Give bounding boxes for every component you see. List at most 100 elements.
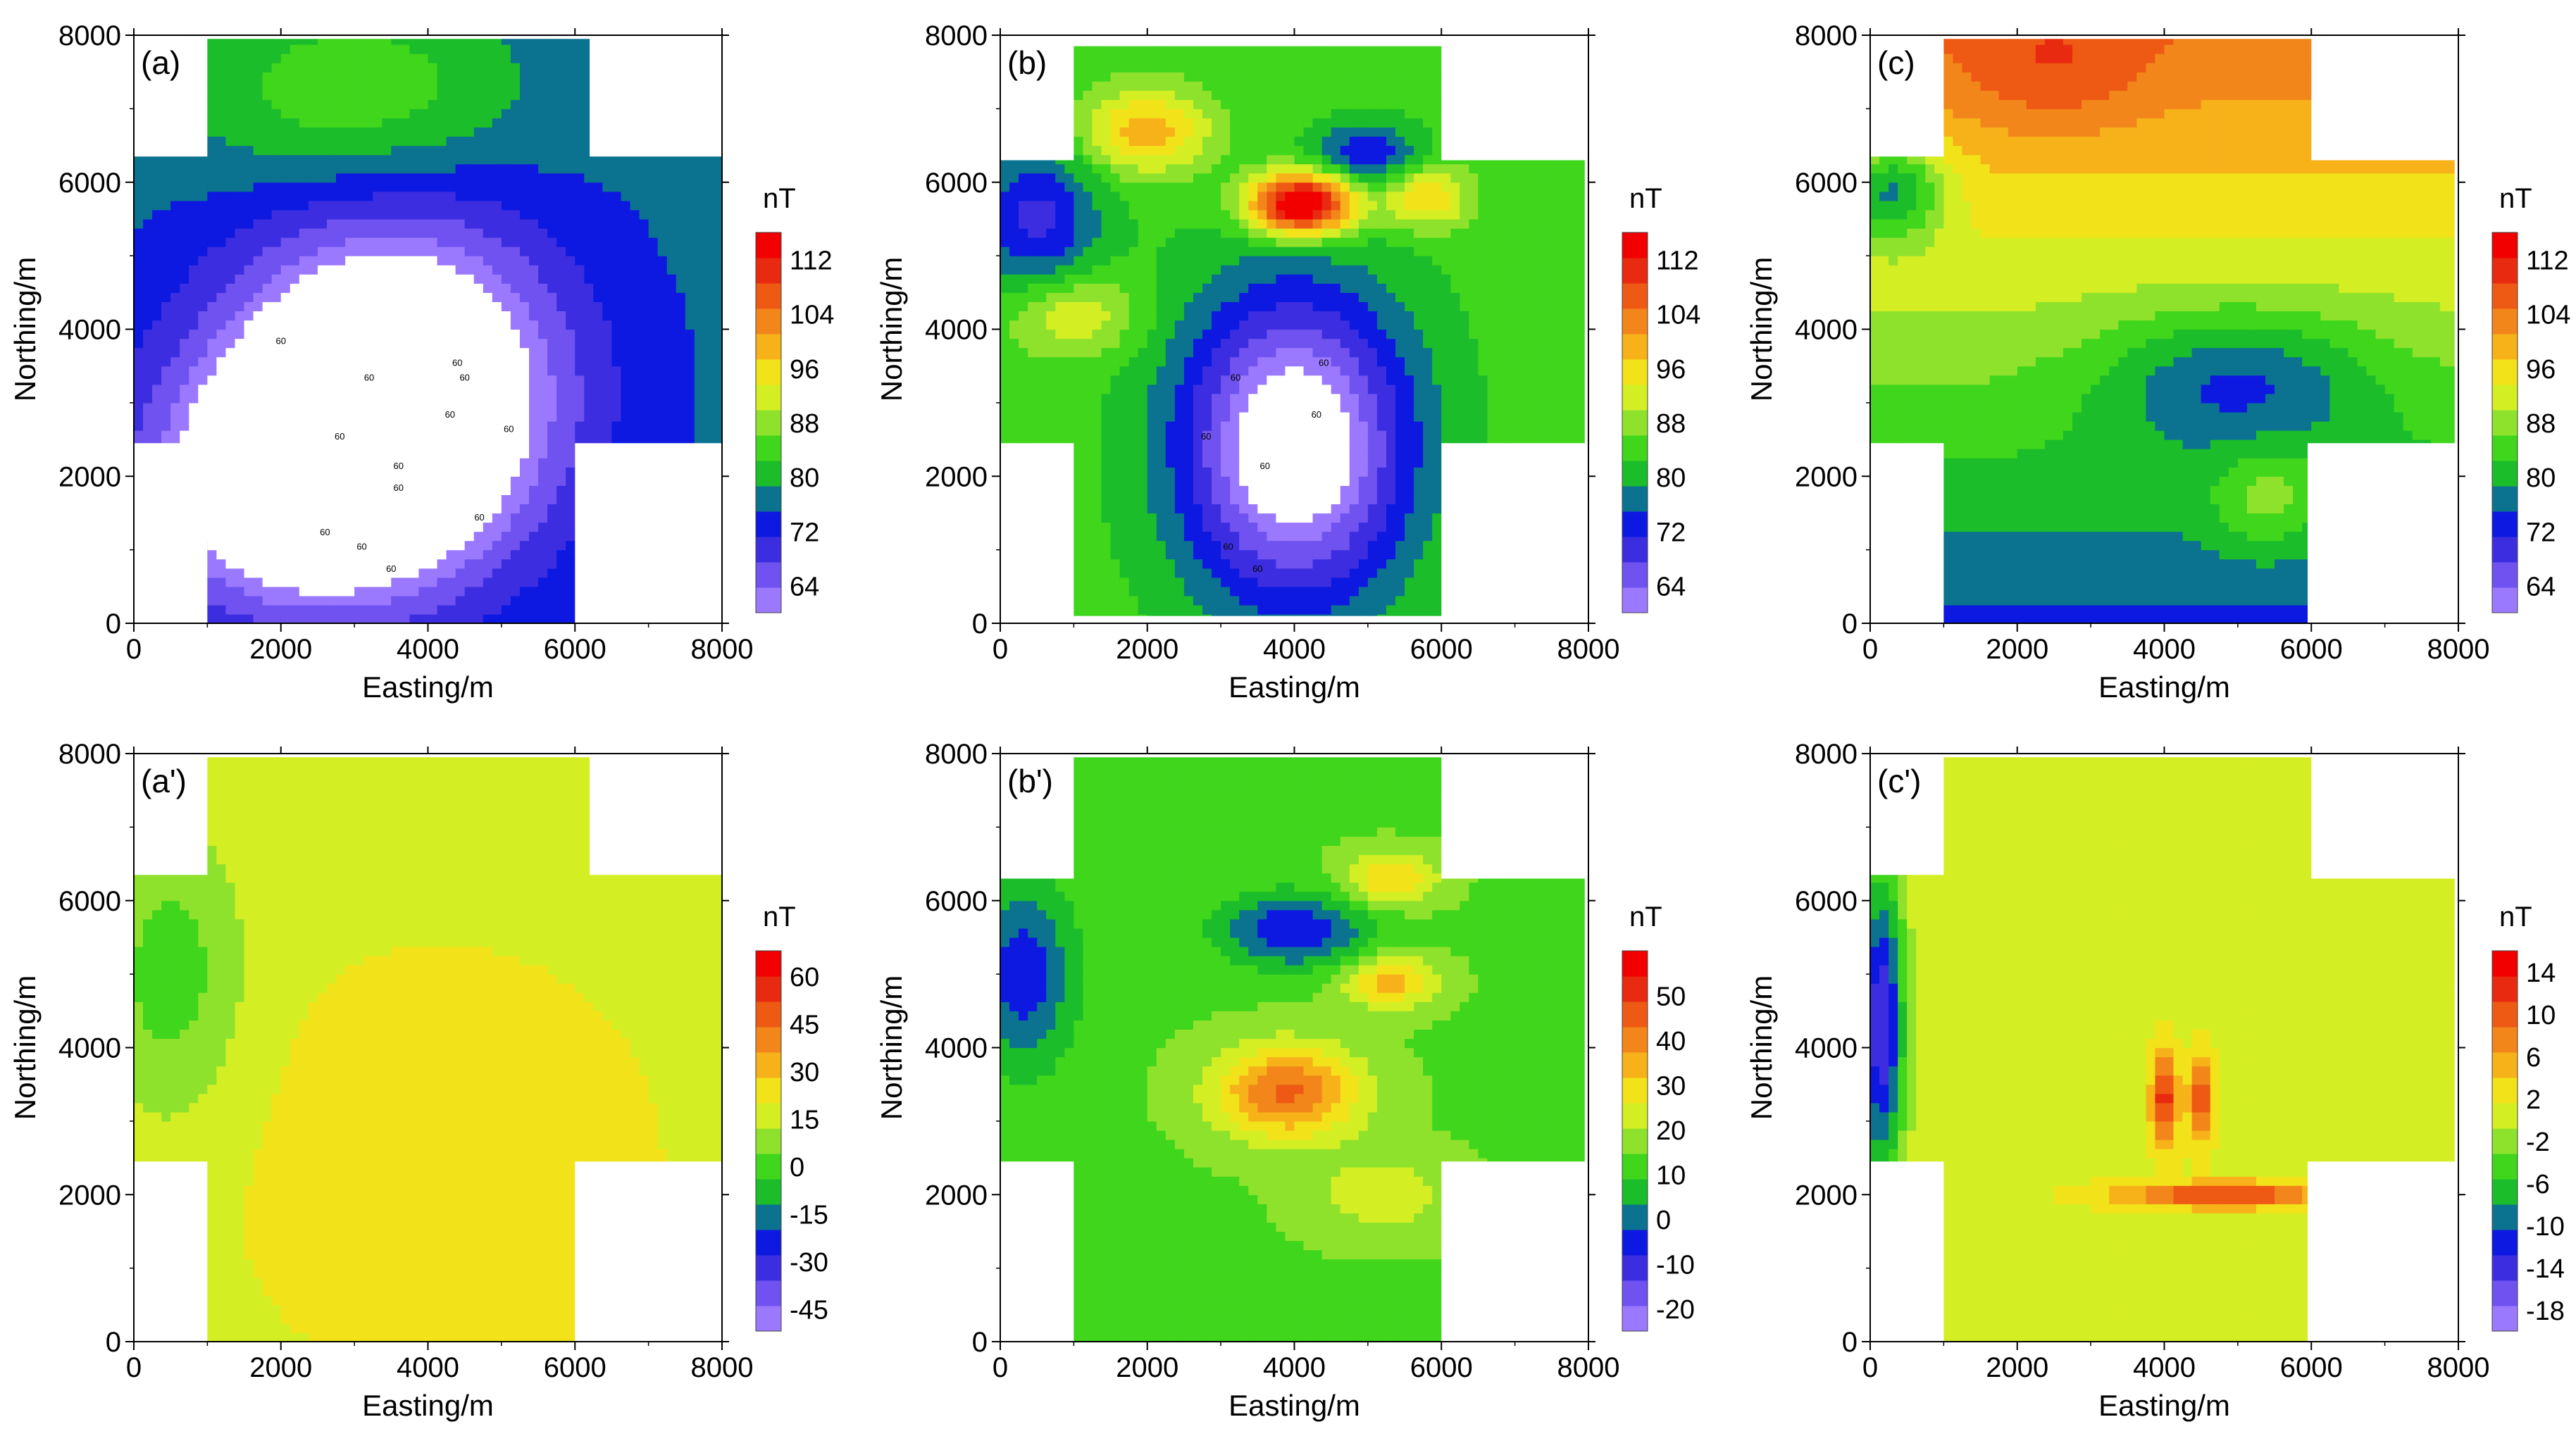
map-cell xyxy=(1064,191,1074,201)
map-cell xyxy=(1074,46,1084,54)
map-cell xyxy=(575,476,585,486)
map-cell xyxy=(666,182,677,192)
map-cell xyxy=(216,118,227,128)
map-cell xyxy=(685,485,695,495)
map-cell xyxy=(446,81,456,91)
map-cell xyxy=(235,99,245,109)
map-cell xyxy=(501,63,511,73)
map-cell xyxy=(180,54,189,63)
map-cell xyxy=(170,356,180,367)
map-cell xyxy=(694,301,704,312)
map-cell xyxy=(566,476,575,486)
map-cell xyxy=(657,366,668,376)
map-cell xyxy=(630,402,640,413)
map-cell xyxy=(152,411,162,422)
map-cell xyxy=(666,81,677,91)
map-cell xyxy=(437,301,447,312)
map-cell xyxy=(648,145,659,156)
map-cell xyxy=(317,311,328,321)
map-cell xyxy=(244,540,254,551)
map-cell xyxy=(262,531,273,542)
map-cell xyxy=(382,246,392,256)
map-cell xyxy=(566,54,575,63)
map-cell xyxy=(409,218,420,229)
map-cell xyxy=(225,256,236,266)
map-cell xyxy=(345,182,355,192)
map-cell xyxy=(1092,504,1102,514)
map-cell xyxy=(1074,145,1084,156)
map-cell xyxy=(170,90,180,100)
map-cell xyxy=(198,237,208,247)
map-cell xyxy=(464,301,475,312)
map-cell xyxy=(648,595,659,606)
map-cell xyxy=(593,237,603,247)
map-cell xyxy=(225,227,236,238)
map-cell xyxy=(712,39,722,45)
map-cell xyxy=(538,449,548,458)
map-cell xyxy=(1028,485,1038,495)
map-cell xyxy=(253,145,263,156)
map-cell xyxy=(317,329,328,339)
map-cell xyxy=(207,604,218,615)
map-cell xyxy=(648,329,659,339)
map-cell xyxy=(400,274,411,284)
map-cell xyxy=(1037,81,1047,91)
map-cell xyxy=(519,237,530,247)
map-cell xyxy=(584,145,594,156)
map-cell xyxy=(483,558,493,569)
map-cell xyxy=(630,595,640,606)
map-cell xyxy=(235,256,245,266)
map-cell xyxy=(703,577,714,587)
map-cell xyxy=(455,44,466,54)
map-cell xyxy=(363,99,373,109)
map-cell xyxy=(712,366,722,376)
map-cell xyxy=(253,513,263,523)
map-cell xyxy=(152,568,162,578)
map-cell xyxy=(382,494,392,504)
map-cell xyxy=(648,274,659,284)
map-cell xyxy=(262,200,273,211)
map-cell xyxy=(308,384,318,394)
map-cell xyxy=(483,568,493,578)
map-cell xyxy=(1064,108,1074,119)
map-cell xyxy=(676,540,686,551)
map-cell xyxy=(538,458,548,468)
map-cell xyxy=(1019,402,1028,413)
map-cell xyxy=(501,81,511,91)
map-cell xyxy=(391,384,401,394)
map-cell xyxy=(198,613,208,623)
map-cell xyxy=(418,191,429,201)
map-cell xyxy=(1083,90,1093,100)
map-cell xyxy=(271,558,282,569)
map-cell xyxy=(492,99,502,109)
map-cell xyxy=(1019,311,1028,321)
contour-label: 60 xyxy=(335,431,344,442)
map-cell xyxy=(519,595,530,606)
map-cell xyxy=(170,209,180,220)
map-cell xyxy=(225,311,236,321)
map-cell xyxy=(373,191,382,201)
map-cell xyxy=(216,420,227,431)
map-cell xyxy=(1092,283,1102,293)
map-cell xyxy=(446,108,456,119)
map-cell xyxy=(143,292,153,302)
map-cell xyxy=(207,81,218,91)
map-cell xyxy=(464,513,475,523)
map-cell xyxy=(584,402,594,413)
map-cell xyxy=(529,485,539,495)
map-cell xyxy=(464,154,475,165)
map-cell xyxy=(354,420,364,431)
map-cell xyxy=(262,449,273,458)
map-cell xyxy=(584,265,594,275)
map-cell xyxy=(143,384,153,394)
map-cell xyxy=(685,458,695,468)
map-cell xyxy=(1028,420,1038,431)
map-cell xyxy=(1092,320,1102,330)
map-cell xyxy=(1055,227,1065,238)
map-cell xyxy=(446,522,456,532)
map-cell xyxy=(611,237,622,247)
map-cell xyxy=(676,320,686,330)
map-cell xyxy=(216,274,227,284)
map-cell xyxy=(152,200,162,211)
